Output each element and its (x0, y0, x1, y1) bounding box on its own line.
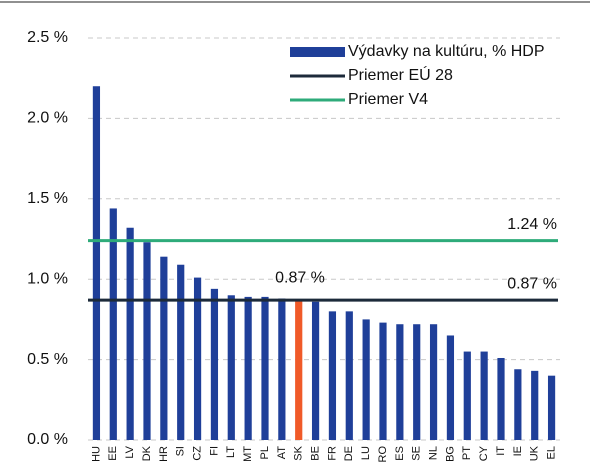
bar (295, 300, 303, 440)
x-tick-label: FR (326, 446, 338, 461)
bar (126, 227, 134, 440)
x-tick-label: NL (427, 446, 439, 460)
x-tick-label: IT (495, 446, 507, 456)
legend-swatch (290, 47, 345, 57)
bar (177, 264, 185, 440)
x-tick-label: DE (343, 446, 355, 461)
x-tick-label: FI (208, 446, 220, 456)
x-tick-label: UK (529, 445, 541, 461)
bar (244, 296, 252, 440)
legend-label: Priemer V4 (348, 91, 428, 108)
bar (109, 208, 117, 440)
bar (480, 351, 488, 440)
bar (379, 322, 387, 440)
reference-label: 0.87 % (507, 275, 557, 292)
bar (396, 324, 404, 440)
bar (429, 324, 438, 440)
x-tick-label: HR (158, 446, 170, 462)
x-tick-label: EL (545, 446, 557, 459)
bar (227, 295, 235, 440)
bar (143, 242, 151, 440)
x-tick-label: AT (276, 446, 288, 460)
bar (210, 288, 219, 440)
bar (311, 301, 320, 440)
x-tick-label: PT (461, 446, 473, 460)
x-tick-label: RO (377, 446, 389, 463)
x-tick-label: CZ (191, 446, 203, 461)
y-tick-label: 1.0 % (27, 270, 68, 287)
y-tick-label: 1.5 % (27, 190, 68, 207)
bar (160, 256, 168, 440)
x-tick-label: SK (293, 445, 305, 460)
bar (446, 335, 455, 440)
x-tick-label: SI (175, 446, 187, 456)
y-tick-label: 0.5 % (27, 351, 68, 368)
bar (413, 324, 421, 440)
y-tick-label: 0.0 % (27, 431, 68, 448)
x-tick-label: DK (141, 445, 153, 461)
x-tick-label: IE (512, 446, 524, 456)
x-tick-label: CY (478, 445, 490, 461)
bar (92, 86, 101, 441)
reference-label: 1.24 % (507, 216, 557, 233)
x-tick-label: LU (360, 446, 372, 460)
bar (514, 369, 522, 440)
x-tick-label: ES (394, 446, 406, 461)
x-tick-label: BG (444, 446, 456, 462)
bar (463, 351, 471, 440)
x-tick-label: LV (124, 445, 136, 458)
x-tick-label: PL (259, 446, 271, 459)
bar (345, 311, 353, 440)
reference-label: 0.87 % (275, 269, 325, 286)
bar (261, 296, 269, 440)
legend-label: Výdavky na kultúru, % HDP (348, 43, 545, 60)
bar (278, 298, 286, 440)
y-tick-label: 2.5 % (27, 29, 68, 46)
bar (362, 319, 370, 440)
legend-label: Priemer EÚ 28 (348, 65, 453, 84)
bar (328, 311, 337, 440)
x-tick-label: EE (107, 446, 119, 461)
bar (547, 375, 556, 440)
y-tick-label: 2.0 % (27, 110, 68, 127)
x-tick-label: HU (90, 446, 102, 462)
x-tick-label: MT (242, 446, 254, 462)
bar (497, 357, 505, 440)
bar (531, 370, 539, 440)
x-tick-label: BE (309, 446, 321, 461)
x-tick-label: LT (225, 446, 237, 458)
bar (193, 277, 202, 440)
x-tick-label: SE (411, 446, 423, 461)
